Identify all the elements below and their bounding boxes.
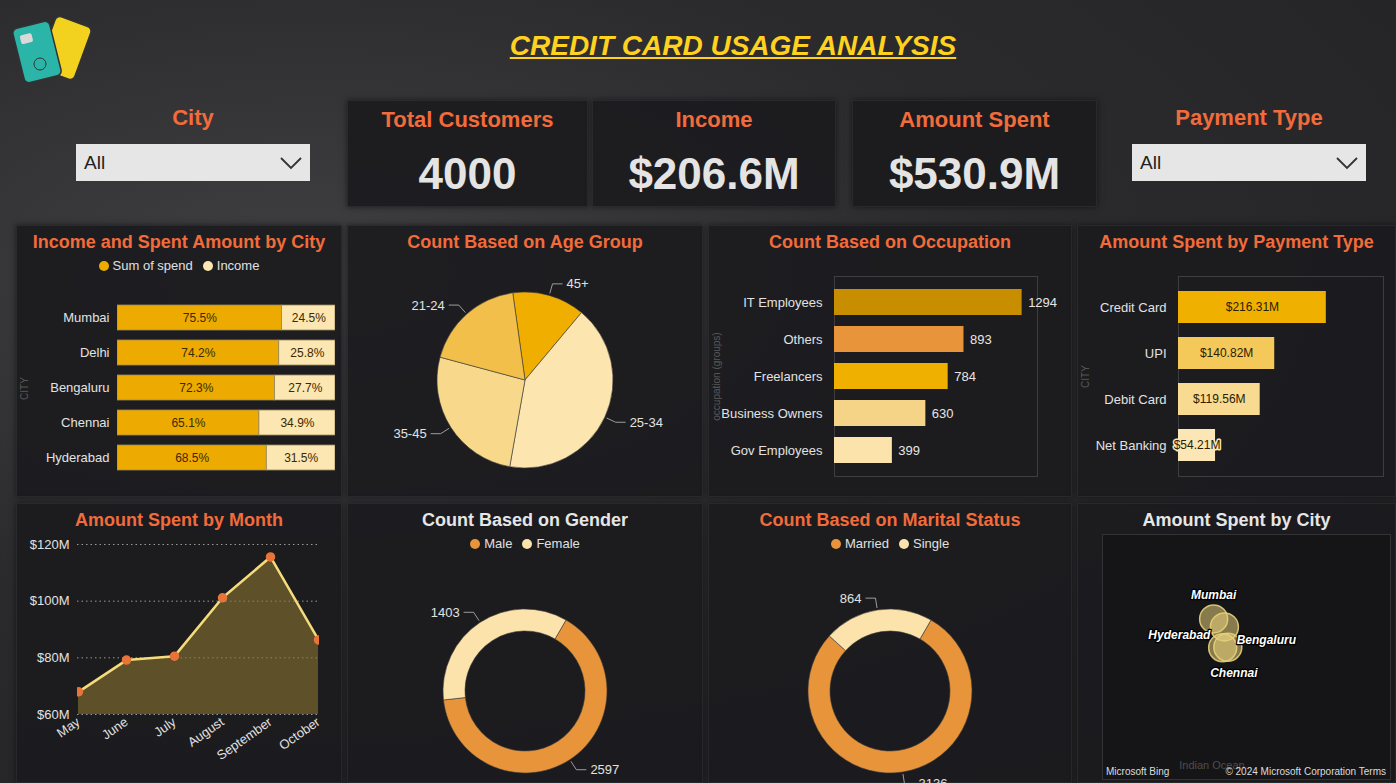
svg-text:Freelancers: Freelancers <box>754 369 823 384</box>
html-text:Microsoft Bing: Microsoft Bing <box>1106 766 1170 777</box>
svg-text:75.5%: 75.5% <box>183 311 217 325</box>
svg-text:Net Banking: Net Banking <box>1096 438 1167 453</box>
html-text:© 2024 Microsoft Corporation T: © 2024 Microsoft Corporation Terms <box>1225 766 1386 777</box>
html-text:Total Customers: Total Customers <box>381 107 554 132</box>
svg-text:68.5%: 68.5% <box>175 451 209 465</box>
svg-text:Debit Card: Debit Card <box>1104 392 1166 407</box>
html-text:Single: Single <box>913 536 950 551</box>
svg-text:Chennai: Chennai <box>61 415 110 430</box>
svg-text:Gov Employees: Gov Employees <box>731 443 823 458</box>
svg-text:1403: 1403 <box>431 605 460 620</box>
html-text:Payment Type: Payment Type <box>1175 105 1323 130</box>
html-text:Count Based on Occupation: Count Based on Occupation <box>769 232 1011 252</box>
html-text:CREDIT CARD USAGE ANALYSIS: CREDIT CARD USAGE ANALYSIS <box>509 30 957 61</box>
svg-text:630: 630 <box>932 406 954 421</box>
html-text:Female: Female <box>536 536 580 551</box>
html-text:Count Based on Gender: Count Based on Gender <box>422 510 628 530</box>
html-text:Income: Income <box>216 258 260 273</box>
svg-text:Mumbai: Mumbai <box>1191 588 1237 602</box>
html-text:Count Based on Marital Status: Count Based on Marital Status <box>759 510 1021 530</box>
svg-text:CITY: CITY <box>1080 365 1091 388</box>
svg-text:72.3%: 72.3% <box>179 381 213 395</box>
html-text:$530.9M: $530.9M <box>888 149 1061 198</box>
svg-text:25.8%: 25.8% <box>290 346 324 360</box>
svg-text:CITY: CITY <box>19 377 30 400</box>
svg-text:1294: 1294 <box>1028 295 1057 310</box>
svg-text:3136: 3136 <box>919 776 948 783</box>
svg-text:784: 784 <box>954 369 976 384</box>
html-text:Married: Married <box>844 536 889 551</box>
html-text:Amount Spent by Payment Type: Amount Spent by Payment Type <box>1099 232 1374 252</box>
html-text:All: All <box>1140 152 1162 173</box>
svg-text:864: 864 <box>840 591 862 606</box>
svg-text:UPI: UPI <box>1145 346 1167 361</box>
svg-text:$54.21M: $54.21M <box>1174 438 1221 452</box>
svg-text:399: 399 <box>898 443 920 458</box>
svg-text:34.9%: 34.9% <box>280 416 314 430</box>
svg-text:$60M: $60M <box>37 707 70 722</box>
svg-text:Bengaluru: Bengaluru <box>50 380 109 395</box>
html-text:Count Based on Age Group: Count Based on Age Group <box>407 232 643 252</box>
html-text:4000: 4000 <box>418 149 517 198</box>
html-text:Amount Spent by City: Amount Spent by City <box>1142 510 1331 530</box>
svg-text:Business Owners: Business Owners <box>721 406 823 421</box>
svg-text:June: June <box>99 714 131 742</box>
svg-text:65.1%: 65.1% <box>171 416 205 430</box>
html-text:Amount Spent: Amount Spent <box>899 107 1050 132</box>
svg-text:July: July <box>151 714 179 740</box>
svg-text:27.7%: 27.7% <box>288 381 322 395</box>
svg-text:$100M: $100M <box>30 593 70 608</box>
svg-text:Chennai: Chennai <box>1210 666 1258 680</box>
html-text:Sum of spend: Sum of spend <box>112 258 193 273</box>
svg-text:Credit Card: Credit Card <box>1100 300 1166 315</box>
html-text:$206.6M: $206.6M <box>628 149 800 198</box>
svg-text:$119.56M: $119.56M <box>1193 392 1245 406</box>
svg-text:25-34: 25-34 <box>630 415 663 430</box>
svg-text:Delhi: Delhi <box>80 345 110 360</box>
svg-text:$140.82M: $140.82M <box>1200 346 1253 360</box>
svg-text:24.5%: 24.5% <box>292 311 326 325</box>
svg-text:Indian Ocean: Indian Ocean <box>1179 758 1245 771</box>
svg-text:893: 893 <box>970 332 992 347</box>
html-text:All: All <box>84 152 106 173</box>
svg-text:October: October <box>276 714 323 753</box>
svg-text:Others: Others <box>783 332 823 347</box>
svg-text:occupation (groups): occupation (groups) <box>711 332 722 420</box>
svg-text:August: August <box>185 714 227 750</box>
svg-text:September: September <box>214 714 275 763</box>
html-text:Male: Male <box>484 536 513 551</box>
svg-text:Mumbai: Mumbai <box>63 310 109 325</box>
svg-text:$120M: $120M <box>30 537 70 552</box>
html-text:Amount Spent by Month: Amount Spent by Month <box>75 510 283 530</box>
html-text:City: City <box>172 105 214 130</box>
svg-text:$216.31M: $216.31M <box>1226 300 1279 314</box>
svg-text:45+: 45+ <box>567 276 589 291</box>
svg-text:$80M: $80M <box>37 650 70 665</box>
svg-text:May: May <box>54 714 83 741</box>
svg-text:35-45: 35-45 <box>393 426 426 441</box>
svg-text:Bengaluru: Bengaluru <box>1237 633 1297 647</box>
svg-text:2597: 2597 <box>590 762 619 777</box>
svg-text:74.2%: 74.2% <box>181 346 215 360</box>
svg-text:IT Employees: IT Employees <box>743 295 823 310</box>
svg-text:Hyderabad: Hyderabad <box>1148 628 1211 642</box>
html-text:Income: Income <box>675 107 753 132</box>
html-text:Income and Spent Amount by Cit: Income and Spent Amount by City <box>32 232 326 252</box>
svg-text:21-24: 21-24 <box>412 298 445 313</box>
svg-text:Hyderabad: Hyderabad <box>46 450 110 465</box>
svg-text:31.5%: 31.5% <box>284 451 318 465</box>
